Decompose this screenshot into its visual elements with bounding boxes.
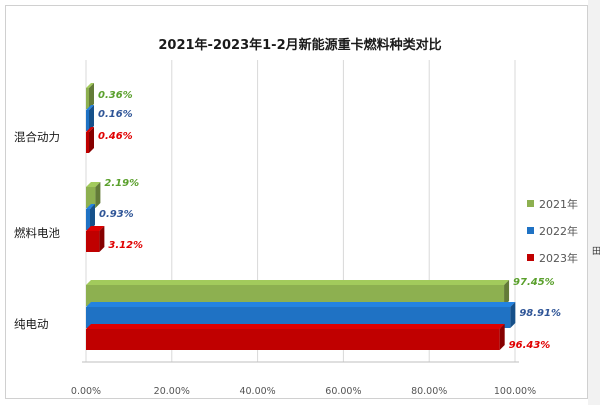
bar-top-hybrid-2023 <box>86 127 94 132</box>
bar-top-fuel-cell-2022 <box>86 204 95 209</box>
legend-item-2021: 2021年 <box>527 190 578 217</box>
bar-side-electric-2022 <box>510 302 516 328</box>
category-label-fuel-cell: 燃料电池 <box>14 226 60 240</box>
x-tick-label-5: 100.00% <box>494 386 536 397</box>
category-label-electric: 纯电动 <box>14 317 49 331</box>
data-label-hybrid-2022: 0.16% <box>98 109 133 120</box>
bar-side-hybrid-2023 <box>89 127 94 153</box>
x-tick-label-1: 20.00% <box>154 386 190 397</box>
bar-fuel-cell-2021 <box>86 187 96 208</box>
bar-top-electric-2021 <box>86 280 510 285</box>
bar-top-hybrid-2022 <box>86 105 94 110</box>
bar-side-fuel-cell-2021 <box>95 182 101 208</box>
bar-hybrid-2022 <box>86 110 89 131</box>
legend: 2021年 2022年 2023年 <box>527 190 578 271</box>
data-label-electric-2022: 98.91% <box>519 308 561 319</box>
bar-electric-2022 <box>86 307 511 328</box>
bar-hybrid-2023 <box>86 132 89 153</box>
bar-electric-2023 <box>86 329 500 350</box>
legend-item-2022: 2022年 <box>527 217 578 244</box>
bar-top-fuel-cell-2023 <box>86 226 105 231</box>
bar-side-fuel-cell-2023 <box>99 226 105 252</box>
chart-frame <box>5 5 588 399</box>
bar-side-hybrid-2022 <box>89 105 94 131</box>
chart-title: 2021年-2023年1-2月新能源重卡燃料种类对比 <box>158 38 442 53</box>
data-label-hybrid-2021: 0.36% <box>98 90 133 101</box>
category-label-hybrid: 混合动力 <box>14 130 60 144</box>
data-label-electric-2023: 96.43% <box>509 340 551 351</box>
legend-label-2022: 2022年 <box>539 224 578 238</box>
bar-side-electric-2023 <box>499 324 505 350</box>
legend-label-2023: 2023年 <box>539 251 578 265</box>
bar-top-fuel-cell-2021 <box>86 182 101 187</box>
adjacent-panel-edge <box>588 0 600 405</box>
x-tick-label-3: 60.00% <box>325 386 361 397</box>
data-label-fuel-cell-2021: 2.19% <box>104 178 139 189</box>
legend-swatch-2023 <box>527 254 534 261</box>
legend-swatch-2022 <box>527 227 534 234</box>
x-tick-label-2: 40.00% <box>239 386 275 397</box>
bar-side-hybrid-2021 <box>89 83 94 109</box>
bar-top-electric-2023 <box>86 324 505 329</box>
legend-label-2021: 2021年 <box>539 197 578 211</box>
data-label-fuel-cell-2022: 0.93% <box>99 209 134 220</box>
bar-top-hybrid-2021 <box>86 83 94 88</box>
bar-electric-2021 <box>86 285 505 306</box>
legend-swatch-2021 <box>527 200 534 207</box>
data-label-electric-2021: 97.45% <box>513 277 555 288</box>
bar-hybrid-2021 <box>86 88 89 109</box>
bar-side-electric-2021 <box>504 280 510 306</box>
data-label-fuel-cell-2023: 3.12% <box>108 240 143 251</box>
data-label-hybrid-2023: 0.46% <box>98 131 133 142</box>
bar-fuel-cell-2022 <box>86 209 90 230</box>
x-tick-label-4: 80.00% <box>411 386 447 397</box>
bar-top-electric-2022 <box>86 302 516 307</box>
bar-fuel-cell-2023 <box>86 231 100 252</box>
adjacent-panel-glyph: 田 <box>592 247 600 257</box>
legend-item-2023: 2023年 <box>527 244 578 271</box>
bar-side-fuel-cell-2022 <box>89 204 95 230</box>
x-tick-label-0: 0.00% <box>71 386 101 397</box>
